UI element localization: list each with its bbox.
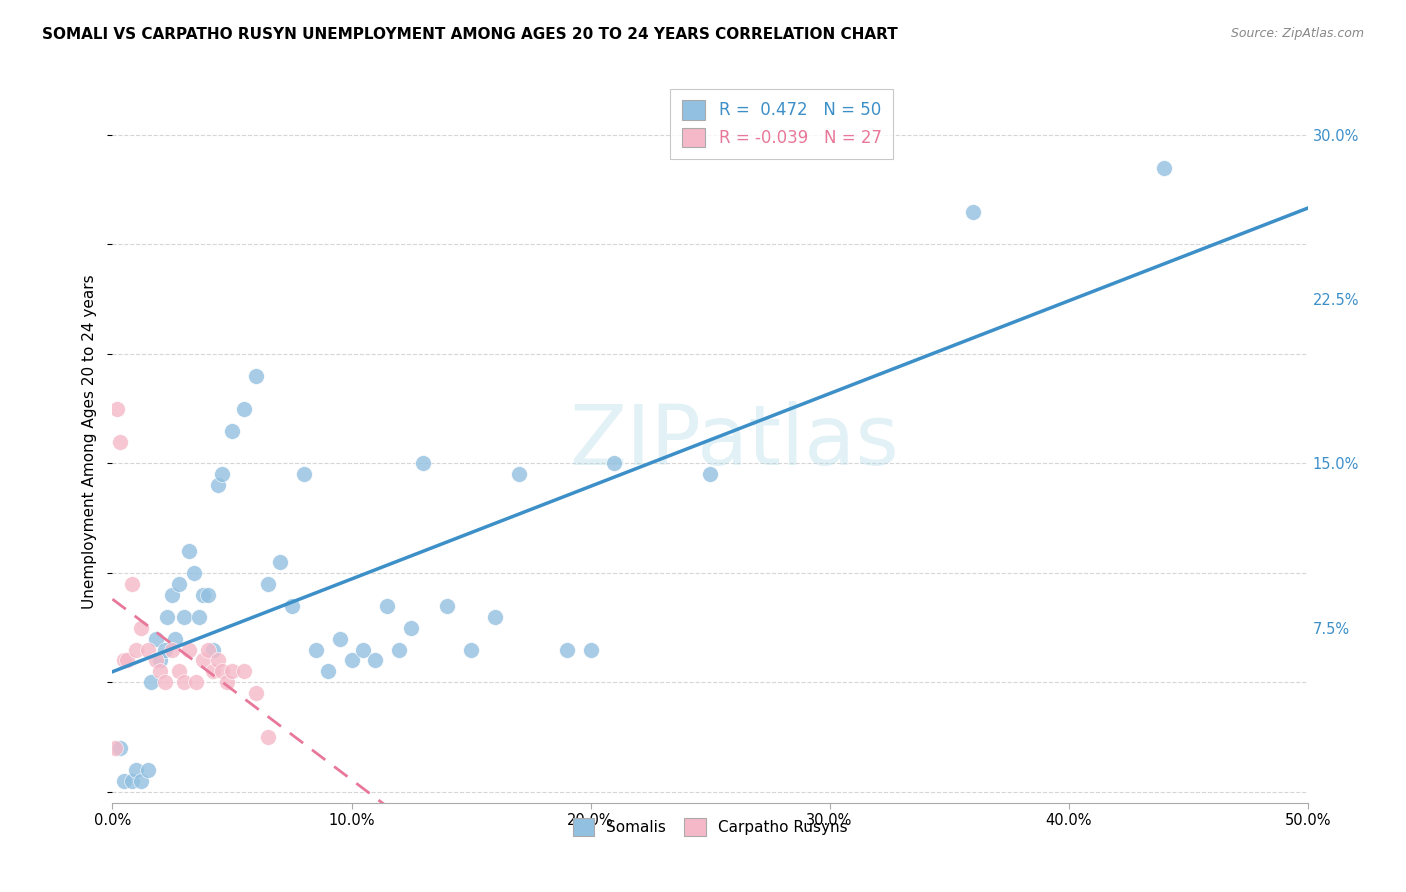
Point [105,401,128,416]
Point [193,653,215,667]
Point [221,665,243,679]
Point [149,653,172,667]
Point [269,555,291,569]
Point [233,401,256,416]
Point [129,773,152,788]
Point [305,642,328,657]
Point [108,434,131,449]
Point [169,665,191,679]
Point [484,609,506,624]
Point [149,665,172,679]
Point [281,599,304,613]
Point [245,368,267,383]
Point [138,642,160,657]
Point [292,467,315,482]
Point [115,653,138,667]
Point [129,621,152,635]
Point [104,741,127,756]
Point [245,686,267,700]
Point [201,665,224,679]
Point [211,467,233,482]
Point [211,665,233,679]
Point [388,642,411,657]
Point [340,653,363,667]
Point [962,204,984,219]
Point [412,457,434,471]
Point [233,665,256,679]
Point [153,642,176,657]
Point [221,424,243,438]
Point [125,642,148,657]
Point [508,467,530,482]
Point [1153,161,1175,175]
Point [173,675,195,690]
Point [460,642,482,657]
Point [139,675,162,690]
Point [145,632,167,646]
Point [186,675,208,690]
Point [257,577,280,591]
Point [579,642,602,657]
Point [177,642,200,657]
Point [153,675,176,690]
Point [555,642,578,657]
Point [156,609,179,624]
Text: ZIPatlas: ZIPatlas [569,401,898,482]
Point [173,609,195,624]
Point [187,609,209,624]
Point [603,457,626,471]
Point [193,588,215,602]
Point [377,599,399,613]
Point [197,588,219,602]
Point [145,653,167,667]
Point [352,642,374,657]
Point [329,632,352,646]
Point [163,632,186,646]
Y-axis label: Unemployment Among Ages 20 to 24 years: Unemployment Among Ages 20 to 24 years [82,274,97,609]
Point [162,588,183,602]
Point [699,467,721,482]
Point [121,577,143,591]
Point [207,478,229,492]
Point [217,675,239,690]
Point [162,642,183,657]
Point [364,653,387,667]
Point [114,653,135,667]
Point [197,642,219,657]
Point [114,773,135,788]
Point [207,653,229,667]
Text: SOMALI VS CARPATHO RUSYN UNEMPLOYMENT AMONG AGES 20 TO 24 YEARS CORRELATION CHAR: SOMALI VS CARPATHO RUSYN UNEMPLOYMENT AM… [42,27,898,42]
Point [401,621,423,635]
Legend: Somalis, Carpatho Rusyns: Somalis, Carpatho Rusyns [567,813,853,842]
Point [436,599,458,613]
Point [257,730,280,744]
Point [177,544,200,558]
Point [108,741,131,756]
Point [138,763,160,777]
Point [183,566,205,580]
Point [316,665,339,679]
Point [121,773,143,788]
Point [169,577,191,591]
Text: Source: ZipAtlas.com: Source: ZipAtlas.com [1230,27,1364,40]
Point [125,763,148,777]
Point [201,642,224,657]
